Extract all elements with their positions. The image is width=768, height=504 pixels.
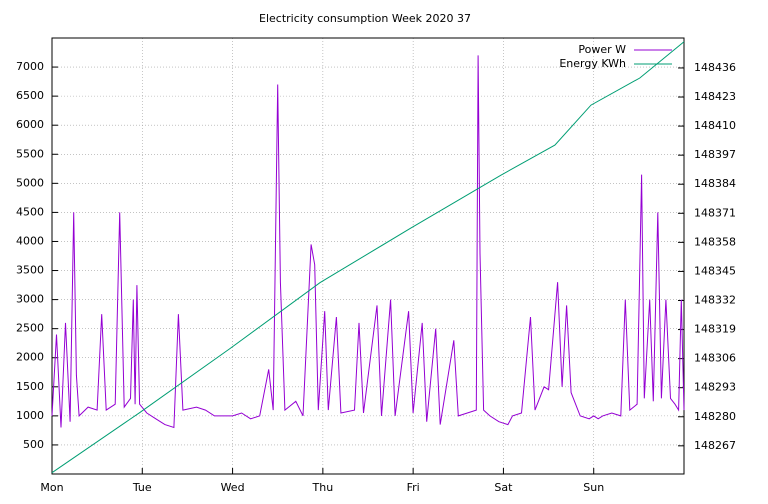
x-tick-label: Mon	[40, 481, 63, 494]
y2-tick-label: 148293	[694, 381, 736, 394]
y-tick-label: 7000	[16, 60, 44, 73]
y-tick-label: 2000	[16, 351, 44, 364]
legend-label: Energy KWh	[559, 57, 626, 70]
y-tick-label: 1500	[16, 380, 44, 393]
y2-tick-label: 148306	[694, 352, 736, 365]
y2-tick-label: 148384	[694, 177, 736, 190]
y-tick-label: 3500	[16, 264, 44, 277]
legend-label: Power W	[578, 43, 626, 56]
y-tick-label: 5500	[16, 147, 44, 160]
chart-title: Electricity consumption Week 2020 37	[259, 12, 471, 25]
y2-tick-label: 148436	[694, 61, 736, 74]
x-tick-label: Fri	[407, 481, 420, 494]
data-line	[51, 55, 685, 429]
y-tick-label: 6000	[16, 118, 44, 131]
x-tick-label: Wed	[221, 481, 245, 494]
data-line	[51, 41, 685, 474]
y-tick-label: 5000	[16, 176, 44, 189]
y-tick-label: 4500	[16, 205, 44, 218]
y2-tick-label: 148319	[694, 323, 736, 336]
y-tick-label: 1000	[16, 409, 44, 422]
y2-tick-label: 148345	[694, 264, 736, 277]
x-tick-label: Tue	[132, 481, 152, 494]
y-tick-label: 2500	[16, 322, 44, 335]
y-tick-label: 500	[23, 438, 44, 451]
x-tick-label: Thu	[312, 481, 334, 494]
y2-tick-label: 148410	[694, 119, 736, 132]
y2-tick-label: 148267	[694, 439, 736, 452]
y2-tick-label: 148358	[694, 235, 736, 248]
y2-tick-label: 148332	[694, 293, 736, 306]
y-tick-label: 6500	[16, 89, 44, 102]
plot-border	[51, 37, 685, 475]
x-tick-label: Sat	[494, 481, 513, 494]
y2-tick-label: 148423	[694, 90, 736, 103]
y2-tick-label: 148280	[694, 410, 736, 423]
y-tick-label: 3000	[16, 293, 44, 306]
y2-tick-label: 148371	[694, 206, 736, 219]
x-tick-label: Sun	[583, 481, 604, 494]
y2-tick-label: 148397	[694, 148, 736, 161]
y-tick-label: 4000	[16, 234, 44, 247]
